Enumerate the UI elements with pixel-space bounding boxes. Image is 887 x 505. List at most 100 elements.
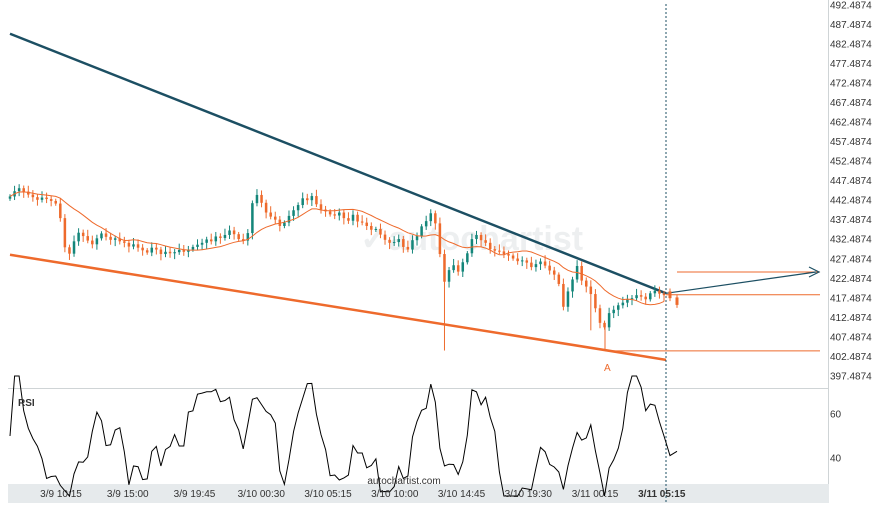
candle-body bbox=[351, 214, 355, 221]
candle-body bbox=[168, 251, 172, 254]
candle-body bbox=[228, 230, 231, 235]
y-tick-label: 397.4874 bbox=[830, 371, 872, 382]
candle-body bbox=[338, 212, 341, 216]
candle-body bbox=[123, 241, 126, 243]
candle-body bbox=[63, 218, 67, 248]
candle-body bbox=[342, 212, 346, 219]
candle-body bbox=[370, 225, 373, 230]
x-tick-label: 3/10 00:30 bbox=[238, 489, 286, 500]
candle-body bbox=[630, 298, 634, 300]
candle-body bbox=[543, 261, 547, 266]
candle-body bbox=[301, 198, 304, 206]
x-tick-label: 3/10 19:30 bbox=[505, 489, 553, 500]
candle-body bbox=[164, 251, 167, 255]
candle-body bbox=[118, 238, 122, 242]
candle-body bbox=[113, 238, 117, 240]
candle-body bbox=[27, 191, 30, 195]
candle-body bbox=[333, 214, 336, 216]
candle-body bbox=[196, 244, 199, 247]
candle-body bbox=[635, 295, 638, 299]
candle-body bbox=[552, 270, 556, 275]
candle-body bbox=[251, 203, 254, 234]
candle-body bbox=[617, 305, 620, 310]
y-tick-label: 447.4874 bbox=[830, 176, 872, 187]
candle-body bbox=[365, 222, 368, 226]
candle-body bbox=[232, 230, 236, 235]
candle-body bbox=[260, 194, 263, 203]
candle-body bbox=[603, 322, 606, 328]
candle-body bbox=[209, 239, 213, 242]
candle-body bbox=[470, 239, 474, 254]
candle-body bbox=[411, 240, 414, 250]
y-tick-label: 442.4874 bbox=[830, 196, 872, 207]
candle-body bbox=[639, 295, 643, 297]
y-tick-label: 467.4874 bbox=[830, 98, 872, 109]
candle-body bbox=[182, 249, 186, 252]
candle-body bbox=[525, 260, 529, 263]
candle-body bbox=[589, 286, 593, 295]
candle-body bbox=[534, 264, 538, 268]
candle-body bbox=[214, 236, 218, 242]
candle-body bbox=[438, 223, 442, 255]
candle-body bbox=[269, 212, 272, 217]
candle-body bbox=[434, 213, 437, 224]
candle-body bbox=[498, 250, 501, 252]
candle-body bbox=[95, 238, 99, 245]
candle-body bbox=[72, 241, 76, 254]
y-tick-label: 457.4874 bbox=[830, 137, 872, 148]
x-tick-label: 3/9 10:15 bbox=[40, 489, 82, 500]
candle-body bbox=[141, 247, 144, 251]
candle-body bbox=[68, 247, 71, 254]
candle-body bbox=[429, 213, 433, 222]
candle-body bbox=[662, 293, 666, 296]
support-line bbox=[9, 253, 667, 362]
candle-body bbox=[223, 234, 227, 238]
candle-body bbox=[484, 240, 487, 243]
candle-body bbox=[159, 249, 163, 255]
candle-body bbox=[466, 253, 469, 263]
candle-body bbox=[511, 255, 515, 259]
candle-body bbox=[200, 242, 204, 245]
candle-body bbox=[187, 249, 190, 252]
candle-body bbox=[557, 274, 561, 284]
y-tick-label: 482.4874 bbox=[830, 40, 872, 51]
candle-body bbox=[246, 233, 250, 241]
y-tick-label: 487.4874 bbox=[830, 20, 872, 31]
x-tick-label: 3/9 19:45 bbox=[174, 489, 216, 500]
candle-body bbox=[397, 239, 400, 243]
candle-body bbox=[452, 265, 455, 271]
price-layer bbox=[8, 4, 821, 503]
candle-body bbox=[658, 290, 661, 294]
candle-body bbox=[580, 266, 583, 281]
y-tick-label: 412.4874 bbox=[830, 313, 872, 324]
candle-body bbox=[360, 221, 364, 223]
candle-body bbox=[59, 203, 62, 219]
time-axis-band bbox=[8, 484, 829, 503]
candle-body bbox=[40, 197, 44, 200]
y-tick-label: 452.4874 bbox=[830, 157, 872, 168]
candle-body bbox=[100, 233, 103, 239]
candle-body bbox=[237, 234, 240, 240]
candle-body bbox=[77, 232, 80, 242]
candle-body bbox=[675, 297, 679, 305]
candle-body bbox=[443, 254, 446, 282]
candle-body bbox=[420, 226, 423, 237]
y-tick-label: 472.4874 bbox=[830, 79, 872, 90]
point-label-a: A bbox=[604, 363, 611, 374]
y-tick-label: 492.4874 bbox=[830, 1, 872, 12]
candle-body bbox=[388, 239, 391, 243]
rsi-line bbox=[9, 375, 678, 498]
candle-body bbox=[31, 194, 35, 198]
candle-body bbox=[392, 242, 396, 244]
candle-body bbox=[415, 236, 419, 241]
candle-body bbox=[319, 204, 323, 210]
candle-body bbox=[54, 200, 57, 204]
candle-body bbox=[91, 240, 94, 245]
rsi-label: RSI bbox=[18, 398, 35, 409]
candle-body bbox=[493, 249, 497, 251]
candle-body bbox=[173, 252, 176, 254]
candle-body bbox=[49, 199, 53, 201]
candle-body bbox=[668, 291, 672, 299]
candle-body bbox=[621, 302, 625, 306]
candle-body bbox=[626, 299, 629, 303]
